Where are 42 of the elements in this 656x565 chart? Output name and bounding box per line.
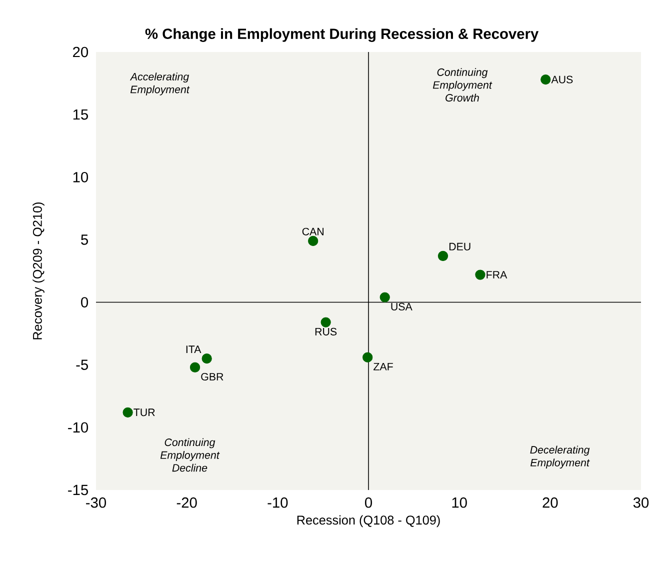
- point: [540, 74, 551, 85]
- annotation: Decelerating Employment: [530, 446, 590, 469]
- annotation: ZAF: [374, 362, 393, 370]
- x-tick-label: 30: [633, 497, 649, 508]
- annotation: TUR: [134, 408, 155, 416]
- x-tick-label: 0: [364, 497, 372, 508]
- x-tick-label: -10: [268, 497, 288, 508]
- y-tick-label: 10: [73, 172, 88, 182]
- chart-title: % Change in Employment During Recession & Recovery: [145, 28, 539, 42]
- y-tick-label: -10: [68, 422, 88, 433]
- y-tick-label: -15: [68, 484, 88, 496]
- x-axis-title: Recession (Q108 - Q109): [297, 515, 440, 528]
- annotation: GBR: [201, 372, 224, 381]
- x-tick-label: -30: [86, 497, 106, 508]
- annotation: RUS: [315, 328, 337, 336]
- point: [362, 352, 373, 362]
- y-tick-label: 5: [81, 234, 88, 245]
- y-tick-label: -5: [76, 360, 88, 370]
- y-tick-label: 15: [73, 109, 88, 120]
- annotation: Accelerating Employment: [130, 72, 190, 96]
- annotation: Continuing Employment Growth: [432, 68, 492, 102]
- y-axis-title: Recovery (Q209 - Q210): [32, 202, 44, 340]
- point: [202, 354, 212, 364]
- annotation: Continuing Employment Decline: [160, 438, 220, 472]
- y-tick-label: 0: [81, 297, 88, 308]
- point: [475, 270, 486, 280]
- point: [320, 317, 331, 328]
- annotation: ITA: [186, 346, 202, 353]
- point: [438, 250, 448, 262]
- point: [190, 362, 200, 372]
- point: [122, 407, 133, 418]
- x-tick-label: 10: [452, 497, 467, 508]
- annotation: AUS: [551, 76, 573, 84]
- y-tick-label: 20: [73, 46, 88, 58]
- annotation: FRA: [486, 271, 508, 278]
- x-tick-label: -20: [176, 497, 197, 508]
- x-tick-label: 20: [542, 497, 558, 508]
- point: [308, 236, 318, 246]
- point: [380, 292, 390, 302]
- annotation: DEU: [449, 242, 470, 250]
- annotation: CAN: [302, 228, 324, 236]
- annotation: USA: [391, 302, 412, 310]
